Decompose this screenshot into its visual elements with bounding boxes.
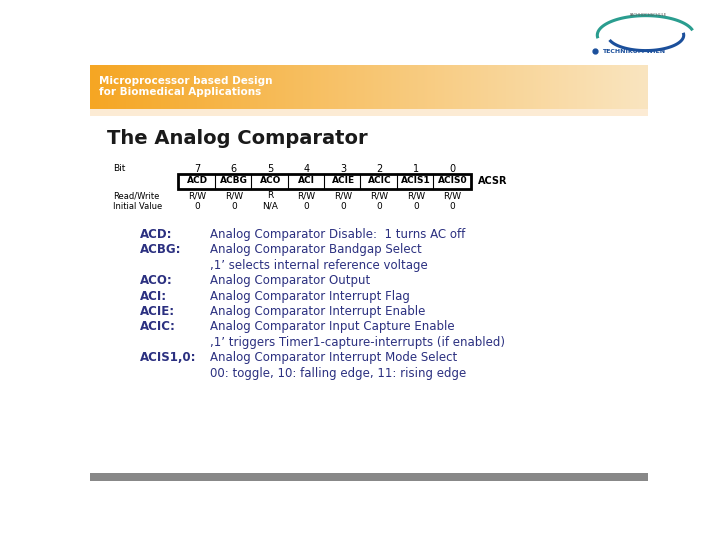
Text: N/A: N/A: [262, 202, 278, 211]
Text: ACO: ACO: [259, 176, 281, 185]
Text: Analog Comparator Interrupt Mode Select: Analog Comparator Interrupt Mode Select: [210, 351, 457, 364]
Text: Analog Comparator Interrupt Enable: Analog Comparator Interrupt Enable: [210, 305, 426, 318]
Text: 0: 0: [449, 164, 455, 174]
Text: ,1’ triggers Timer1-capture-interrupts (if enabled): ,1’ triggers Timer1-capture-interrupts (…: [210, 336, 505, 349]
Text: 1: 1: [413, 164, 419, 174]
Text: 0: 0: [413, 202, 419, 211]
Text: R/W: R/W: [407, 191, 425, 200]
Text: ACBG: ACBG: [220, 176, 248, 185]
Text: ACIS0: ACIS0: [438, 176, 467, 185]
Bar: [90, 110, 648, 116]
Text: FACHHOCHSCHULE: FACHHOCHSCHULE: [629, 13, 667, 17]
Text: ACIS1: ACIS1: [401, 176, 431, 185]
Text: 2: 2: [377, 164, 382, 174]
Text: R/W: R/W: [370, 191, 389, 200]
Text: ACD:: ACD:: [140, 228, 173, 241]
Text: ACIC: ACIC: [368, 176, 391, 185]
Text: ACI:: ACI:: [140, 289, 168, 302]
Text: R/W: R/W: [444, 191, 462, 200]
Text: Analog Comparator Interrupt Flag: Analog Comparator Interrupt Flag: [210, 289, 410, 302]
Text: The Analog Comparator: The Analog Comparator: [107, 129, 368, 148]
Bar: [90, 473, 648, 481]
Text: Analog Comparator Output: Analog Comparator Output: [210, 274, 370, 287]
Text: ACIE:: ACIE:: [140, 305, 176, 318]
Text: for Biomedical Applications: for Biomedical Applications: [99, 87, 261, 97]
Text: 0: 0: [340, 202, 346, 211]
Text: 00: toggle, 10: falling edge, 11: rising edge: 00: toggle, 10: falling edge, 11: rising…: [210, 367, 467, 380]
Text: R/W: R/W: [297, 191, 315, 200]
Text: R/W: R/W: [225, 191, 243, 200]
Text: ,1’ selects internal reference voltage: ,1’ selects internal reference voltage: [210, 259, 428, 272]
Text: ACIC:: ACIC:: [140, 320, 176, 333]
Text: R/W: R/W: [188, 191, 207, 200]
Text: ACSR: ACSR: [478, 176, 508, 186]
Text: 3: 3: [340, 164, 346, 174]
Text: 0: 0: [231, 202, 237, 211]
Text: 0: 0: [194, 202, 200, 211]
Text: ACO:: ACO:: [140, 274, 173, 287]
Text: ACD: ACD: [186, 176, 208, 185]
Text: Analog Comparator Bandgap Select: Analog Comparator Bandgap Select: [210, 244, 422, 256]
Text: ACBG:: ACBG:: [140, 244, 182, 256]
Text: Analog Comparator Disable:  1 turns AC off: Analog Comparator Disable: 1 turns AC of…: [210, 228, 465, 241]
Text: 4: 4: [304, 164, 310, 174]
Bar: [179, 174, 472, 189]
Text: R/W: R/W: [334, 191, 352, 200]
Text: 0: 0: [304, 202, 310, 211]
Text: R: R: [267, 191, 274, 200]
Text: ACI: ACI: [298, 176, 315, 185]
Text: Initial Value: Initial Value: [113, 202, 163, 211]
Text: Microprocessor based Design: Microprocessor based Design: [99, 76, 273, 86]
Text: 0: 0: [377, 202, 382, 211]
Text: Bit: Bit: [113, 164, 125, 173]
Text: TECHNIKUM WIEN: TECHNIKUM WIEN: [602, 49, 665, 54]
Text: 6: 6: [230, 164, 237, 174]
Text: 5: 5: [267, 164, 274, 174]
Text: 0: 0: [449, 202, 455, 211]
Text: ACIS1,0:: ACIS1,0:: [140, 351, 197, 364]
Text: Analog Comparator Input Capture Enable: Analog Comparator Input Capture Enable: [210, 320, 455, 333]
Text: ACIE: ACIE: [331, 176, 355, 185]
Text: 7: 7: [194, 164, 200, 174]
Text: Read/Write: Read/Write: [113, 191, 160, 200]
